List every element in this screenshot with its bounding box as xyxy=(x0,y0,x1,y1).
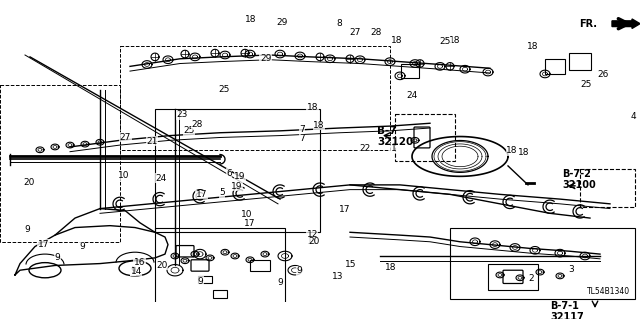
Text: 17: 17 xyxy=(339,205,350,214)
Text: 18: 18 xyxy=(245,15,257,24)
Bar xyxy=(120,46,390,150)
Text: 24: 24 xyxy=(406,91,417,100)
Text: 32120: 32120 xyxy=(377,137,413,147)
Text: 25: 25 xyxy=(440,37,451,46)
Text: 9: 9 xyxy=(131,266,136,275)
Bar xyxy=(580,169,635,207)
Bar xyxy=(0,85,120,242)
Text: TL54B1340: TL54B1340 xyxy=(587,287,630,296)
Text: 10: 10 xyxy=(118,171,129,180)
Bar xyxy=(575,303,635,319)
Text: 8: 8 xyxy=(337,19,342,28)
Text: 32100: 32100 xyxy=(562,180,596,190)
FancyArrow shape xyxy=(612,19,640,28)
Text: 18: 18 xyxy=(385,263,396,272)
Text: 1: 1 xyxy=(391,144,396,153)
Text: 25: 25 xyxy=(183,126,195,136)
Text: 17: 17 xyxy=(38,240,49,249)
Text: 9: 9 xyxy=(79,242,84,251)
Text: 26: 26 xyxy=(597,70,609,78)
Text: 12: 12 xyxy=(307,230,318,239)
Bar xyxy=(569,53,591,70)
Text: 27: 27 xyxy=(120,132,131,142)
Text: 19: 19 xyxy=(231,182,243,190)
Text: 2: 2 xyxy=(529,274,534,283)
Text: B-7: B-7 xyxy=(377,126,397,136)
Text: 3: 3 xyxy=(568,265,573,274)
Text: 18: 18 xyxy=(506,146,518,155)
Text: 9: 9 xyxy=(198,277,203,286)
Text: 10: 10 xyxy=(241,210,252,219)
Text: 18: 18 xyxy=(307,103,318,112)
Text: 16: 16 xyxy=(134,258,145,267)
Text: 21: 21 xyxy=(146,137,157,146)
Bar xyxy=(213,290,227,298)
Bar xyxy=(395,114,455,161)
Text: 29: 29 xyxy=(260,55,271,63)
Bar xyxy=(250,260,270,271)
Text: 5: 5 xyxy=(220,189,225,197)
Text: 6: 6 xyxy=(227,169,232,178)
Text: 18: 18 xyxy=(518,148,529,157)
Text: 13: 13 xyxy=(332,272,344,281)
Text: 18: 18 xyxy=(449,36,460,45)
Text: 24: 24 xyxy=(156,174,167,183)
Text: 18: 18 xyxy=(527,42,538,51)
Text: 28: 28 xyxy=(191,120,203,130)
Text: 20: 20 xyxy=(308,237,319,247)
Text: 22: 22 xyxy=(359,144,371,153)
Text: 18: 18 xyxy=(313,121,324,130)
Text: 25: 25 xyxy=(218,85,230,94)
Text: 14: 14 xyxy=(131,267,142,276)
Text: 27: 27 xyxy=(349,28,361,37)
Text: 7: 7 xyxy=(300,134,305,143)
Bar xyxy=(560,318,638,319)
Text: 17: 17 xyxy=(196,190,207,199)
Text: 11: 11 xyxy=(307,237,318,247)
Bar xyxy=(488,263,538,290)
Text: 28: 28 xyxy=(371,28,382,37)
Bar xyxy=(401,64,419,78)
Bar xyxy=(155,109,320,232)
Text: 23: 23 xyxy=(177,110,188,119)
Text: 20: 20 xyxy=(156,261,168,270)
Text: B-7-2: B-7-2 xyxy=(562,169,591,180)
Bar xyxy=(450,227,635,299)
Text: 32117: 32117 xyxy=(550,312,584,319)
Text: 20: 20 xyxy=(23,179,35,188)
Bar xyxy=(545,59,565,74)
Text: 17: 17 xyxy=(244,219,255,228)
Text: 4: 4 xyxy=(631,112,636,121)
Text: 25: 25 xyxy=(580,79,592,89)
Text: 15: 15 xyxy=(345,260,356,269)
Bar xyxy=(198,276,212,284)
Text: 7: 7 xyxy=(300,125,305,134)
Text: 19: 19 xyxy=(234,172,246,181)
Text: B-7-1: B-7-1 xyxy=(550,301,579,311)
Text: 9: 9 xyxy=(278,278,283,287)
Text: 29: 29 xyxy=(276,18,287,26)
Text: 9: 9 xyxy=(24,225,29,234)
Bar xyxy=(155,227,285,319)
Text: 9: 9 xyxy=(55,253,60,262)
Text: 18: 18 xyxy=(391,36,403,45)
Text: 9: 9 xyxy=(297,266,302,275)
Text: FR.: FR. xyxy=(579,19,597,29)
